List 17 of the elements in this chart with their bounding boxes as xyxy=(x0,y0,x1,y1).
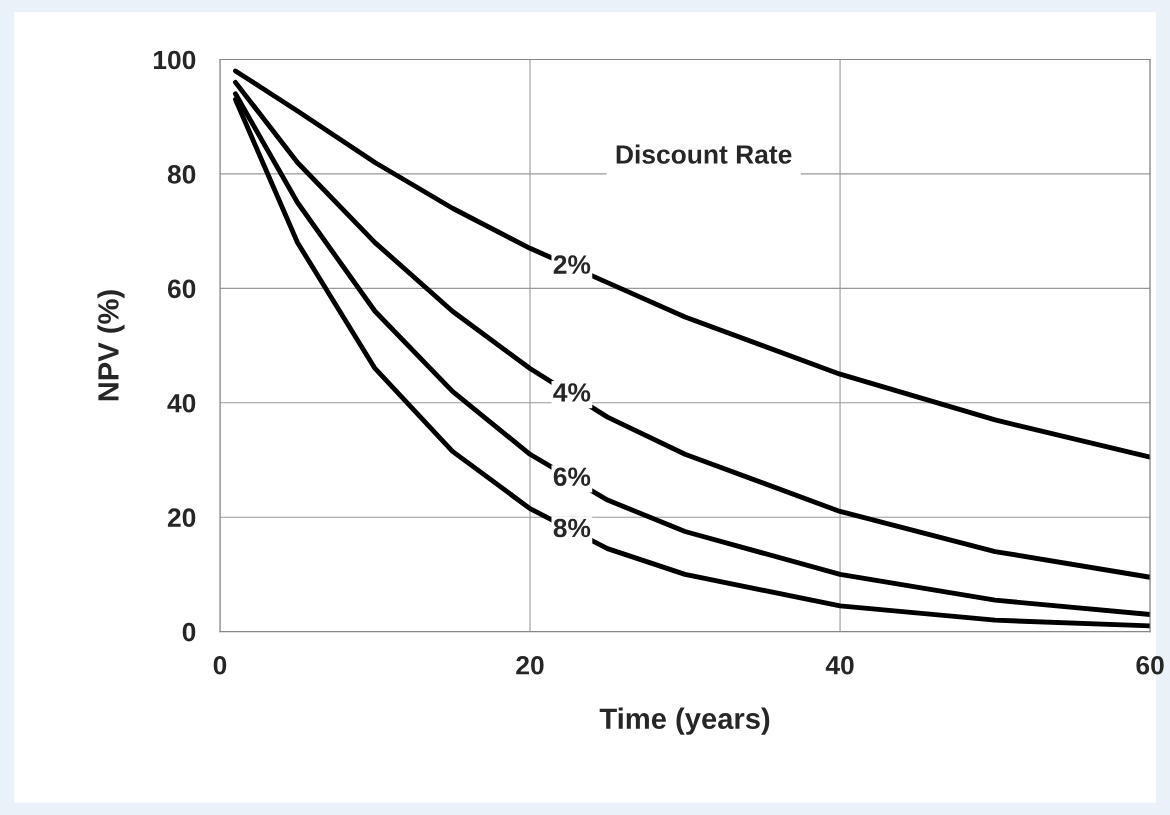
y-tick-label: 40 xyxy=(167,393,196,413)
series-label: 4% xyxy=(553,383,591,402)
series-label: 2% xyxy=(553,255,591,274)
y-tick-label: 100 xyxy=(153,50,196,70)
x-tick-label: 40 xyxy=(825,655,854,675)
y-axis-title: NPV (%) xyxy=(97,290,125,401)
annotation: Discount Rate xyxy=(616,144,792,164)
x-tick-label: 60 xyxy=(1136,655,1164,675)
x-tick-label: 0 xyxy=(213,655,227,675)
series-label: 8% xyxy=(553,518,591,538)
y-tick-label: 80 xyxy=(167,165,196,184)
series-label: 6% xyxy=(553,467,591,487)
y-tick-label: 60 xyxy=(167,279,196,299)
x-tick-label: 20 xyxy=(516,655,544,675)
x-axis-title: Time (years) xyxy=(599,707,770,735)
y-tick-label: 0 xyxy=(182,622,196,642)
y-tick-label: 20 xyxy=(167,508,196,528)
